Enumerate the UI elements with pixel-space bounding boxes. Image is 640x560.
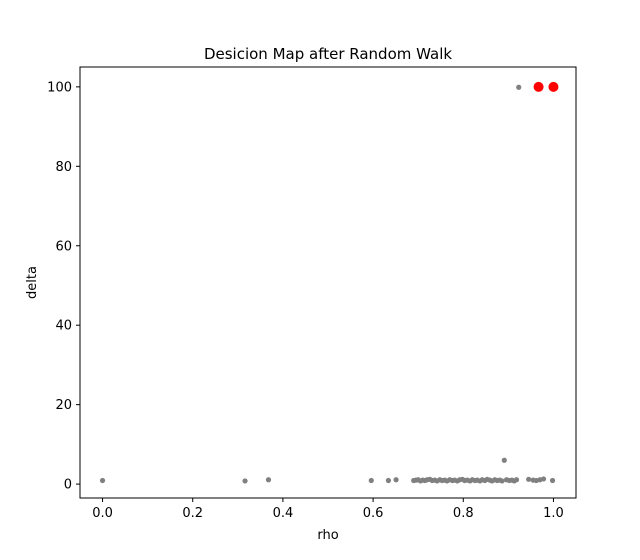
x-axis: 0.0 0.2 0.4 0.6 0.8 1.0 — [92, 498, 564, 521]
data-point — [242, 478, 248, 484]
data-point — [393, 477, 399, 483]
data-point — [549, 477, 556, 484]
x-tick-label: 0.8 — [453, 506, 474, 521]
data-point — [99, 477, 106, 484]
cluster-center-point — [533, 81, 544, 92]
y-axis-label: delta — [25, 266, 40, 299]
x-tick-label: 0.0 — [92, 506, 113, 521]
chart-title: Desicion Map after Random Walk — [204, 45, 452, 63]
data-point — [499, 478, 505, 484]
x-tick-label: 0.4 — [273, 506, 294, 521]
y-axis: 0 20 40 60 80 100 — [47, 80, 80, 493]
data-point — [540, 476, 547, 482]
x-axis-label: rho — [317, 528, 338, 543]
data-point — [385, 477, 392, 484]
y-tick-label: 40 — [55, 319, 72, 334]
y-tick-label: 60 — [55, 239, 72, 254]
data-point — [501, 457, 507, 463]
data-point — [265, 477, 272, 483]
y-tick-label: 100 — [47, 80, 72, 95]
y-tick-label: 80 — [55, 160, 72, 175]
points-layer — [99, 81, 559, 484]
data-point — [516, 84, 522, 90]
cluster-center-point — [548, 81, 559, 92]
data-point — [513, 477, 520, 483]
data-point — [368, 477, 374, 484]
data-point — [526, 476, 532, 482]
plot-frame — [79, 66, 577, 499]
y-tick-label: 0 — [64, 478, 72, 493]
x-tick-label: 0.2 — [182, 506, 203, 521]
x-tick-label: 1.0 — [543, 506, 564, 521]
x-tick-label: 0.6 — [363, 506, 384, 521]
y-tick-label: 20 — [55, 398, 72, 413]
